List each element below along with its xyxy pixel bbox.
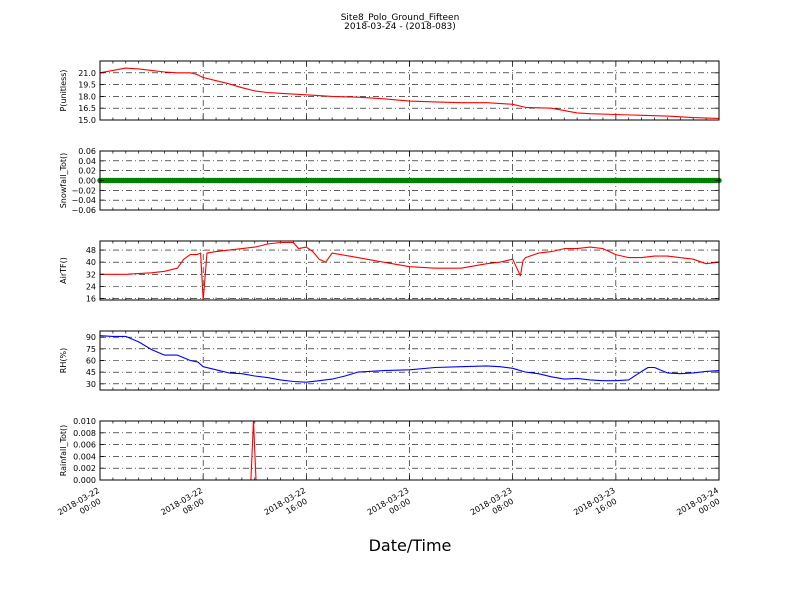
- y-tick-label: 32: [86, 270, 96, 279]
- y-axis-label: Rainfall_Tot(): [59, 425, 68, 477]
- y-tick-label: 19.5: [78, 81, 96, 90]
- series-line: [100, 241, 720, 301]
- axes-frame: [99, 420, 720, 481]
- axes-frame: [99, 240, 720, 301]
- y-tick-label: 30: [86, 380, 96, 389]
- y-tick-label: 45: [86, 368, 96, 377]
- y-tick-label: 0.008: [73, 429, 96, 438]
- y-tick-label: 0.006: [73, 441, 96, 450]
- y-tick-label: 0.000: [73, 476, 96, 485]
- x-tick-label: 2018-03-2300:00: [366, 486, 416, 526]
- y-tick-label: 0.04: [78, 157, 96, 166]
- y-tick-label: 75: [86, 345, 96, 354]
- subplot-5: 0.000 0.002 0.004 0.006 0.008 0.010 Rainfall_T…: [59, 417, 720, 485]
- y-tick-label: 0.002: [73, 464, 96, 473]
- series-line: [99, 335, 720, 383]
- y-tick-label: 90: [86, 333, 96, 342]
- y-axis-label: P(unitless): [59, 69, 68, 111]
- y-tick-label: 0.010: [73, 417, 96, 426]
- y-axis-label: AirTF(): [59, 257, 68, 284]
- y-tick-label: −0.04: [71, 196, 96, 205]
- y-axis-label: Snowfall_Tot(): [59, 153, 68, 209]
- y-tick-label: 15.0: [78, 116, 96, 125]
- subplots: 15.016.518.019.521.0P(unitless)−0.06−0.0…: [59, 60, 722, 485]
- series-line: [99, 67, 720, 119]
- x-tick-label: 2018-03-2308:00: [469, 486, 519, 526]
- y-tick-label: 48: [86, 246, 96, 255]
- subplot-2: −0.06−0.04−0.020.000.020.040.06 Snowfall_…: [59, 147, 722, 215]
- x-tick-label: 2018-03-2216:00: [263, 486, 313, 526]
- y-tick-label: −0.02: [71, 186, 96, 195]
- x-tick-label: 2018-03-2400:00: [675, 486, 725, 526]
- x-tick-label: 2018-03-2316:00: [572, 486, 622, 526]
- chart-subtitle: 2018-03-24 - (2018-083): [344, 22, 456, 32]
- y-tick-label: 0.00: [78, 177, 96, 186]
- subplot-1: 15.0 16.5 18.0 19.5 21.0 P(unitless): [59, 60, 720, 125]
- y-tick-label: 0.02: [78, 167, 96, 176]
- chart-title: Site8_Polo_Ground_Fifteen: [341, 13, 460, 23]
- subplot-4: 30 45 60 75 90 RH(%): [59, 330, 720, 391]
- y-tick-label: 16.5: [78, 104, 96, 113]
- y-tick-label: −0.06: [71, 206, 96, 215]
- y-axis-label: RH(%): [59, 348, 68, 373]
- y-tick-label: 21.0: [78, 69, 96, 78]
- y-tick-label: 40: [86, 258, 96, 267]
- x-axis-label: Date/Time: [369, 536, 452, 555]
- y-tick-label: 24: [86, 282, 96, 291]
- x-tick-label: 2018-03-2208:00: [159, 486, 209, 526]
- y-tick-label: 0.004: [73, 452, 96, 461]
- subplot-3: 16 24 32 40 48 AirTF(): [59, 240, 720, 303]
- x-tick-labels: 2018-03-2200:00 2018-03-2208:00 2018-03-22…: [56, 486, 725, 526]
- y-tick-label: 16: [86, 294, 96, 303]
- y-tick-label: 0.06: [78, 147, 96, 156]
- y-tick-label: 18.0: [78, 92, 96, 101]
- y-tick-label: 60: [86, 357, 96, 366]
- axes-frame: [99, 60, 720, 121]
- x-tick-label: 2018-03-2200:00: [56, 486, 106, 526]
